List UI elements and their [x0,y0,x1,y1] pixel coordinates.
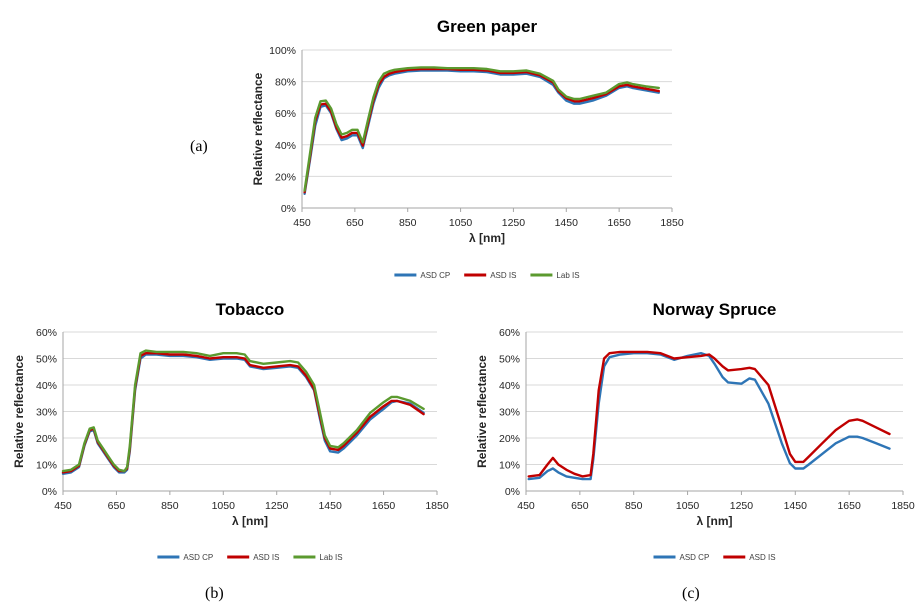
chart-title: Green paper [437,17,538,36]
series-line-asd-cp [527,352,891,481]
y-tick-label: 60% [275,108,296,120]
legend-label-asd-cp: ASD CP [680,553,710,562]
y-tick-label: 50% [36,354,57,366]
series-line-asd-is [303,67,660,194]
y-tick-label: 0% [42,486,57,498]
x-tick-label: 1450 [555,217,579,229]
y-tick-label: 20% [36,433,57,445]
x-tick-label: 450 [293,217,311,229]
series-line-lab-is [303,66,660,192]
y-tick-label: 20% [275,171,296,183]
x-tick-label: 1850 [660,217,684,229]
panel-label-a: (a) [190,138,208,155]
y-tick-label: 30% [499,407,520,419]
x-tick-label: 1450 [784,500,808,512]
legend-label-lab-is: Lab IS [319,553,342,562]
x-tick-label: 450 [517,500,535,512]
x-tick-label: 450 [54,500,72,512]
x-tick-label: 850 [161,500,179,512]
y-tick-label: 40% [275,140,296,152]
x-tick-label: 1050 [449,217,473,229]
legend-label-asd-is: ASD IS [749,553,775,562]
legend-label-asd-is: ASD IS [253,553,279,562]
x-tick-label: 1250 [265,500,289,512]
x-tick-label: 850 [399,217,417,229]
y-tick-label: 20% [499,433,520,445]
chart-tobacco: Tobacco 0% 10% 20% 30% 40% 50% 60% 450 650 850 1050… [12,300,449,562]
y-axis-label: Relative reflectance [12,355,26,468]
chart-title: Tobacco [216,300,285,319]
x-tick-label: 1650 [837,500,861,512]
chart-green-paper: Green paper 0% 20% 40% 60% 80% 100% 450 650 850 10… [251,17,684,280]
x-tick-label: 1450 [318,500,342,512]
x-tick-label: 1850 [891,500,915,512]
legend-label-lab-is: Lab IS [556,271,579,280]
y-tick-label: 40% [499,380,520,392]
series-line-asd-is [527,350,891,478]
x-tick-label: 1650 [607,217,631,229]
y-axis-label: Relative reflectance [475,355,489,468]
x-axis-label: λ [nm] [697,514,733,528]
y-tick-label: 0% [505,486,520,498]
x-tick-label: 1050 [212,500,236,512]
x-tick-label: 1050 [676,500,700,512]
panel-label-c: (c) [682,585,700,602]
legend: ASD CP ASD IS [653,553,776,562]
legend-label-asd-is: ASD IS [490,271,516,280]
x-tick-label: 650 [108,500,126,512]
y-tick-label: 100% [269,45,296,57]
x-tick-label: 1650 [372,500,396,512]
legend: ASD CP ASD IS Lab IS [394,271,580,280]
y-tick-label: 10% [499,460,520,472]
x-tick-label: 1850 [425,500,449,512]
chart-title: Norway Spruce [653,300,777,319]
y-tick-label: 60% [499,327,520,339]
legend-label-asd-cp: ASD CP [183,553,213,562]
y-tick-label: 40% [36,380,57,392]
legend: ASD CP ASD IS Lab IS [157,553,343,562]
legend-label-asd-cp: ASD CP [420,271,450,280]
x-tick-label: 650 [346,217,364,229]
chart-norway-spruce: Norway Spruce 0% 10% 20% 30% 40% 50% 60% 450 650 8… [475,300,915,562]
x-tick-label: 1250 [730,500,754,512]
y-tick-label: 30% [36,407,57,419]
y-tick-label: 60% [36,327,57,339]
y-tick-label: 10% [36,460,57,472]
x-axis-label: λ [nm] [232,514,268,528]
panel-label-b: (b) [205,585,224,602]
y-axis-label: Relative reflectance [251,72,265,185]
x-tick-label: 1250 [502,217,526,229]
x-tick-label: 850 [625,500,643,512]
y-tick-label: 80% [275,77,296,89]
series-line-lab-is [61,349,425,473]
x-tick-label: 650 [571,500,589,512]
y-tick-label: 0% [281,203,296,215]
y-tick-label: 50% [499,354,520,366]
x-axis-label: λ [nm] [469,231,505,245]
